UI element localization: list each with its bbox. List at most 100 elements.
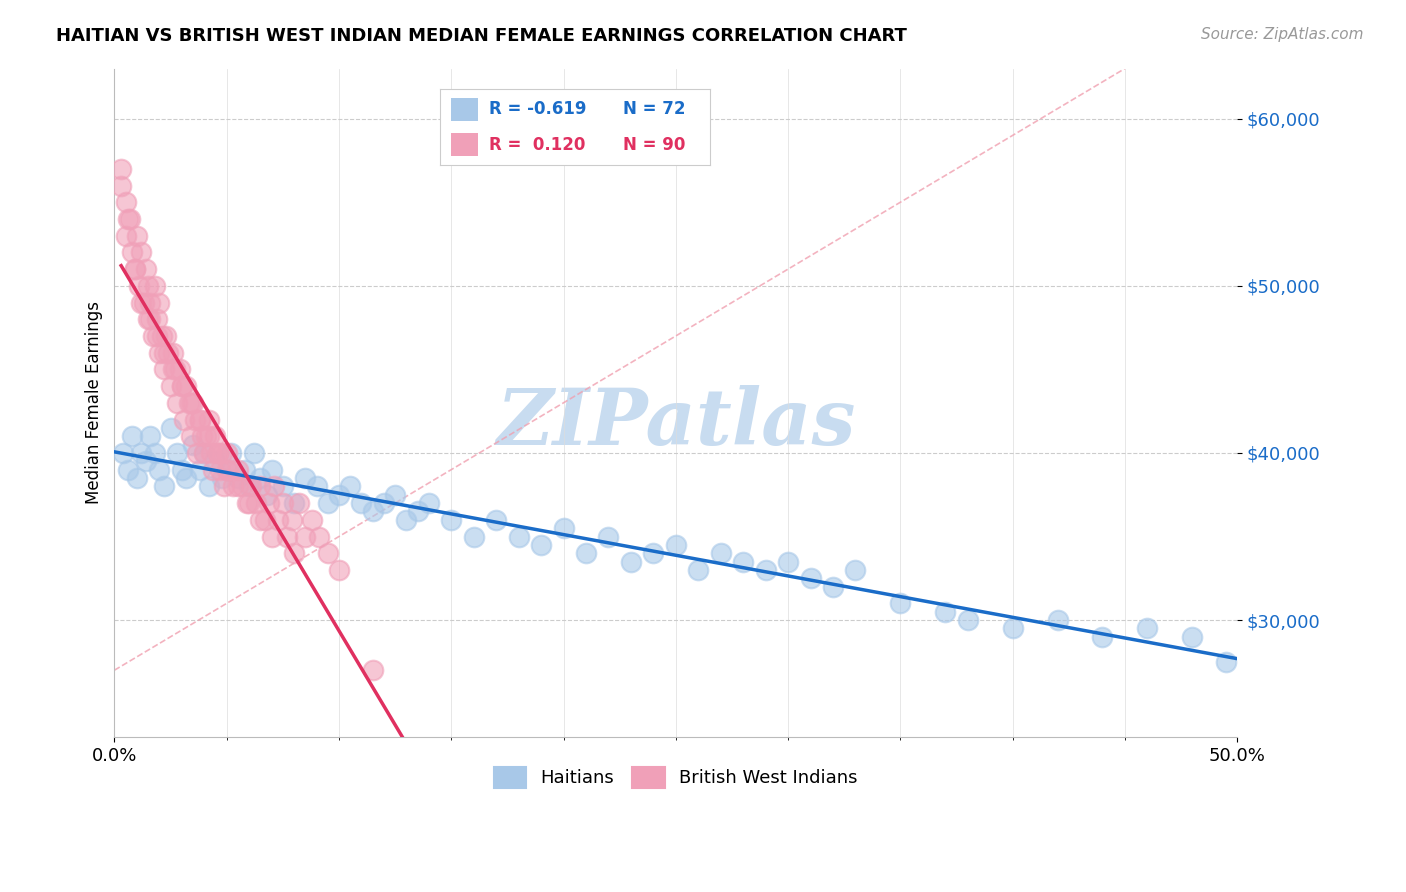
Point [249,471,271,485]
Point [263,479,285,493]
Point [1001,622,1024,636]
Point [271,479,294,493]
Point [328,488,350,502]
Point [200,446,222,460]
Point [153,362,176,376]
Point [121,245,143,260]
Point [191,429,214,443]
Point [934,605,956,619]
Y-axis label: Median Female Earnings: Median Female Earnings [86,301,103,504]
Point [287,496,309,510]
Point [440,513,463,527]
Point [301,513,323,527]
Point [124,262,146,277]
Point [139,312,162,326]
Point [170,379,193,393]
Point [799,571,821,585]
Point [170,379,193,393]
Point [188,463,211,477]
Point [110,161,132,176]
Point [1136,622,1159,636]
Point [733,555,755,569]
Point [197,412,219,426]
Point [204,454,226,468]
Point [162,362,184,376]
Point [136,312,159,326]
Point [316,496,339,510]
Point [180,429,202,443]
Point [188,412,211,426]
Point [643,546,665,560]
Point [148,345,170,359]
Point [238,479,260,493]
Text: ZIPatlas: ZIPatlas [496,384,855,461]
Point [283,496,305,510]
Text: Source: ZipAtlas.com: Source: ZipAtlas.com [1201,27,1364,42]
Point [117,463,139,477]
Point [238,496,260,510]
Point [166,396,188,410]
Point [778,555,800,569]
Point [260,529,283,543]
Point [153,345,176,359]
Text: HAITIAN VS BRITISH WEST INDIAN MEDIAN FEMALE EARNINGS CORRELATION CHART: HAITIAN VS BRITISH WEST INDIAN MEDIAN FE… [56,27,907,45]
Point [112,446,135,460]
Point [139,295,162,310]
Point [211,446,233,460]
Point [131,245,153,260]
Point [361,663,384,677]
Point [211,471,233,485]
Point [181,437,204,451]
Point [202,463,225,477]
Point [485,513,508,527]
Point [177,396,200,410]
Point [170,463,193,477]
Point [233,463,256,477]
Point [173,412,195,426]
Point [1091,630,1114,644]
Point [236,496,259,510]
Point [665,538,688,552]
Point [508,529,530,543]
Point [135,454,157,468]
Point [195,429,218,443]
Point [242,446,264,460]
Point [197,429,219,443]
Point [350,496,373,510]
Point [418,496,440,510]
Point [384,488,406,502]
Point [328,563,350,577]
Point [305,479,328,493]
Point [218,463,240,477]
Point [142,329,165,343]
Point [308,529,330,543]
Point [125,228,148,243]
Point [186,446,208,460]
Point [755,563,778,577]
Point [136,278,159,293]
Point [135,262,157,277]
Point [240,479,263,493]
Point [339,479,361,493]
Point [193,446,215,460]
Point [197,479,219,493]
Point [148,463,170,477]
Point [169,362,191,376]
Point [131,295,153,310]
Point [143,446,166,460]
Point [283,546,305,560]
Point [256,488,278,502]
Point [249,513,271,527]
Point [259,496,281,510]
Point [710,546,733,560]
Point [553,521,575,535]
Point [361,504,384,518]
Point [316,546,339,560]
Point [139,429,162,443]
Point [208,463,231,477]
Point [395,513,418,527]
Point [222,479,245,493]
Point [114,228,136,243]
Point [120,211,142,226]
Point [117,211,139,226]
